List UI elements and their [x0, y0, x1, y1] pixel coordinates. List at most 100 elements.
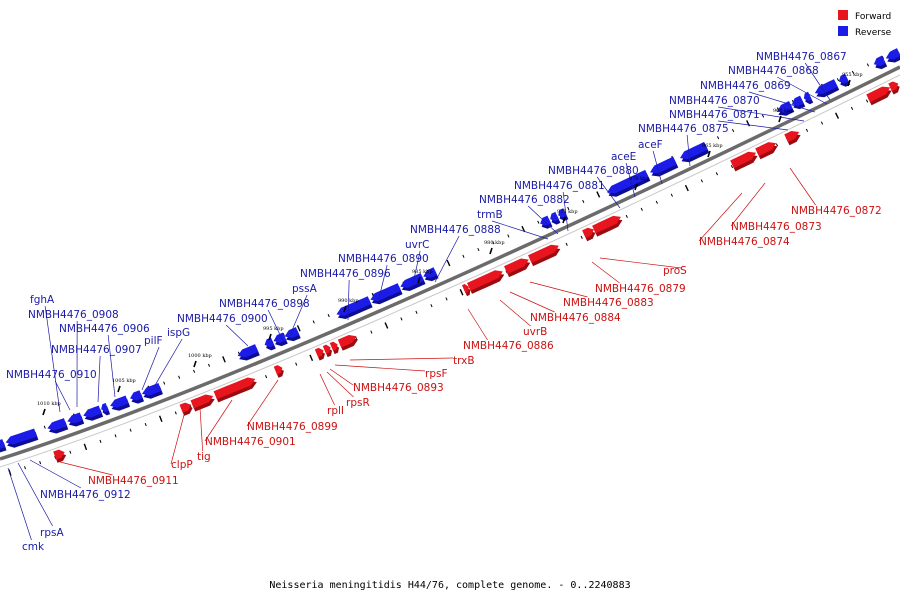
tick-mark-lower — [565, 242, 568, 246]
gene-label-reverse: NMBH4476_0906 — [59, 323, 150, 335]
tick-mark-lower — [730, 164, 734, 169]
gene-label-forward: clpP — [171, 459, 193, 471]
leader-line-forward — [59, 461, 113, 476]
gene-body — [264, 337, 275, 348]
gene-labels: NMBH4476_0867 NMBH4476_0868 NMBH4476_0869 N… — [6, 51, 882, 553]
gene-body — [592, 215, 621, 234]
tick-mark-lower — [834, 112, 840, 119]
tick-mark-lower — [415, 310, 418, 314]
tick-mark-lower — [580, 235, 583, 239]
scale-label: 1010 kbp — [37, 401, 61, 407]
scale-tick — [489, 247, 493, 255]
tick-mark-lower — [775, 143, 779, 147]
gene-label-forward: uvrB — [523, 326, 547, 338]
leader-line-forward — [499, 299, 531, 327]
leader-line-reverse — [776, 76, 828, 105]
tick-mark-lower — [430, 304, 433, 308]
forward-gene — [337, 334, 359, 351]
leader-line-reverse — [804, 62, 831, 101]
scale-tick — [707, 150, 711, 158]
forward-gene — [314, 347, 325, 361]
tick-mark-upper — [296, 325, 301, 332]
leader-line-forward — [204, 399, 233, 442]
reverse-gene — [83, 405, 104, 421]
gene-body — [179, 402, 192, 413]
gene-label-reverse: NMBH4476_0888 — [410, 224, 501, 236]
gene-body — [814, 79, 838, 95]
forward-gene — [179, 402, 193, 416]
gene-label-reverse: fghA — [30, 294, 55, 306]
gene-body — [370, 283, 402, 302]
gene-body — [101, 402, 109, 413]
gene-label-reverse: NMBH4476_0912 — [40, 489, 131, 501]
tick-mark-lower — [805, 128, 809, 132]
gene-label-reverse: uvrC — [405, 239, 430, 251]
forward-gene — [592, 215, 623, 237]
forward-gene — [866, 86, 892, 106]
tick-mark-upper — [836, 78, 840, 82]
tick-mark-lower — [8, 469, 12, 476]
forward-gene — [190, 394, 215, 412]
scale-label: 990 kbp — [338, 298, 359, 304]
tick-mark-upper — [163, 381, 166, 385]
leader-line-forward — [789, 167, 816, 206]
gene-body — [791, 95, 804, 106]
reverse-gene — [5, 428, 39, 448]
gene-label-reverse: NMBH4476_0882 — [479, 194, 570, 206]
tick-mark-lower — [83, 443, 88, 451]
leader-line-forward — [246, 379, 279, 427]
leader-line-reverse — [562, 191, 569, 232]
forward-genes — [53, 81, 900, 463]
reverse-gene — [237, 344, 260, 361]
leader-line-reverse — [596, 176, 621, 209]
reverse-gene — [110, 395, 131, 411]
gene-body — [838, 73, 849, 84]
leader-line-reverse — [347, 279, 350, 321]
gene-label-reverse: NMBH4476_0890 — [338, 253, 429, 265]
scale-tick — [117, 385, 121, 393]
tick-mark-upper — [537, 220, 540, 224]
leader-line-reverse — [97, 355, 101, 403]
gene-body — [83, 405, 102, 418]
tick-mark-lower — [865, 99, 869, 103]
gene-body — [466, 270, 503, 291]
reverse-gene — [370, 283, 403, 305]
leader-line-reverse — [625, 162, 636, 198]
leader-line-forward — [467, 308, 488, 341]
scale-label: 975 kbp — [557, 209, 578, 215]
tick-mark-lower — [700, 179, 703, 183]
reverse-gene — [101, 402, 111, 416]
reverse-gene — [607, 169, 651, 197]
scale-labels: 955 kbp 960 kbp 965 kbp 970 kbp 975 kbp 980 k… — [37, 72, 863, 416]
leader-line-reverse — [527, 205, 559, 235]
reverse-gene — [423, 267, 439, 282]
gene-label-forward: NMBH4476_0873 — [731, 221, 822, 233]
tick-mark-lower — [69, 450, 72, 454]
gene-label-reverse: NMBH4476_0898 — [219, 298, 310, 310]
tick-mark-lower — [625, 214, 628, 218]
leader-line-reverse — [107, 334, 116, 398]
leader-line-reverse — [652, 150, 663, 185]
tick-mark-lower — [820, 121, 824, 125]
forward-gene — [730, 151, 758, 172]
tick-mark-upper — [492, 241, 495, 245]
leader-line-reverse — [225, 324, 249, 347]
gene-body — [329, 341, 338, 351]
tick-mark-lower — [655, 200, 658, 204]
gene-body — [130, 390, 143, 401]
gene-body — [607, 169, 649, 194]
gene-label-reverse: NMBH4476_0896 — [300, 268, 391, 280]
tick-mark-lower — [715, 172, 718, 176]
scale-label: 980 kbp — [484, 240, 505, 246]
gene-label-reverse: cmk — [22, 541, 45, 553]
gene-label-forward: NMBH4476_0893 — [353, 382, 444, 394]
gene-label-forward: proS — [663, 265, 687, 277]
gene-body — [888, 81, 899, 92]
gene-body — [284, 327, 300, 338]
scale-tick — [847, 79, 851, 87]
gene-label-reverse: NMBH4476_0869 — [700, 80, 791, 92]
scale-tick — [343, 305, 347, 313]
gene-label-forward: tig — [197, 451, 211, 463]
gene-label-forward: NMBH4476_0883 — [563, 297, 654, 309]
reverse-genes — [0, 48, 900, 453]
